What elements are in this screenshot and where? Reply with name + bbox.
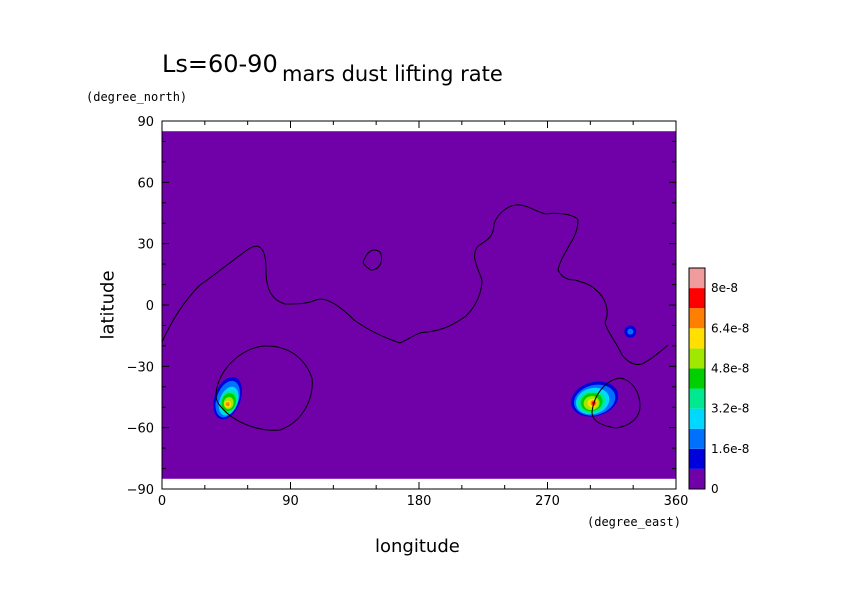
topography-contour-0 <box>161 204 669 365</box>
colorbar-frame <box>688 267 706 490</box>
x-axis-label: longitude <box>375 536 460 557</box>
field-level-2 <box>627 328 634 335</box>
topography-contour-2 <box>215 345 313 431</box>
y-tick-label: 30 <box>137 238 154 253</box>
x-tick-label: 270 <box>535 494 560 509</box>
plot-axes: 0 90 180 270 360 90 60 30 0 −30 −60 −90 <box>127 115 689 509</box>
colorbar: 0 1.6e-8 3.2e-8 4.8e-8 6.4e-8 8e-8 <box>688 267 749 496</box>
x-tick-label: 90 <box>282 494 299 509</box>
field-level-8 <box>225 402 230 407</box>
field-background <box>162 131 676 479</box>
y-tick-label: −30 <box>127 360 154 375</box>
colorbar-swatch <box>689 448 705 469</box>
y-tick-label: −60 <box>127 422 154 437</box>
colorbar-label: 0 <box>711 482 719 496</box>
colorbar-swatch <box>689 308 705 329</box>
colorbar-swatch <box>689 408 705 429</box>
topography-contour-1 <box>362 249 383 271</box>
x-tick-label: 180 <box>407 494 432 509</box>
lifting-region-small <box>624 325 637 338</box>
colorbar-label: 1.6e-8 <box>711 442 749 456</box>
y-tick-label: 90 <box>137 115 154 130</box>
colorbar-swatch <box>689 348 705 369</box>
x-axis-unit: (degree_east) <box>587 515 681 529</box>
colorbar-swatch <box>689 368 705 389</box>
chart-title: mars dust lifting rate <box>282 62 503 86</box>
season-label: Ls=60-90 <box>162 50 278 78</box>
topography-contour-3 <box>591 377 641 429</box>
x-tick-label: 360 <box>664 494 689 509</box>
y-tick-label: 0 <box>146 299 154 314</box>
y-tick-label: −90 <box>127 483 154 498</box>
colorbar-label: 4.8e-8 <box>711 361 749 375</box>
topography-contours <box>161 204 669 431</box>
colorbar-swatch <box>689 428 705 449</box>
dust-field <box>162 131 676 479</box>
colorbar-swatch <box>689 328 705 349</box>
y-axis-unit: (degree_north) <box>86 90 188 104</box>
colorbar-swatch <box>689 288 705 309</box>
colorbar-swatch <box>689 468 705 489</box>
y-tick-label: 60 <box>137 176 154 191</box>
colorbar-swatch <box>689 388 705 409</box>
x-tick-label: 0 <box>158 494 166 509</box>
colorbar-label: 8e-8 <box>711 281 738 295</box>
colorbar-label: 3.2e-8 <box>711 402 749 416</box>
colorbar-swatch <box>689 268 705 289</box>
colorbar-label: 6.4e-8 <box>711 321 749 335</box>
